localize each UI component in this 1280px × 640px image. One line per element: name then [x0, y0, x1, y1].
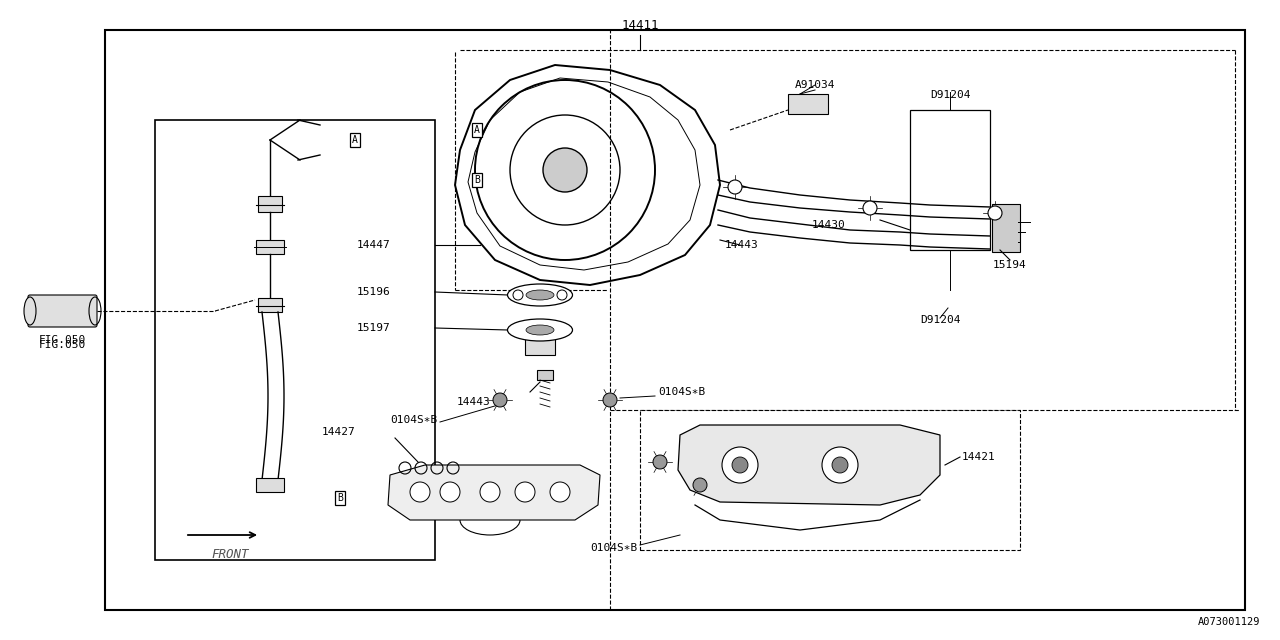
Circle shape: [692, 478, 707, 492]
Circle shape: [732, 457, 748, 473]
Bar: [259, 298, 282, 312]
Text: A073001129: A073001129: [1198, 617, 1260, 627]
Circle shape: [603, 393, 617, 407]
Circle shape: [832, 457, 849, 473]
Text: A: A: [474, 125, 480, 135]
Text: 14447: 14447: [356, 240, 390, 250]
Bar: [799, 94, 805, 112]
Polygon shape: [678, 425, 940, 505]
Text: 14430: 14430: [812, 220, 845, 230]
Text: B: B: [474, 175, 480, 185]
Circle shape: [822, 447, 858, 483]
Bar: [910, 110, 989, 250]
Circle shape: [728, 180, 742, 194]
Circle shape: [540, 370, 550, 380]
Circle shape: [557, 290, 567, 300]
Circle shape: [262, 491, 276, 505]
Text: 14427: 14427: [321, 427, 355, 437]
Circle shape: [493, 393, 507, 407]
FancyBboxPatch shape: [28, 295, 97, 327]
Bar: [790, 94, 796, 112]
Circle shape: [543, 148, 588, 192]
Circle shape: [283, 125, 293, 135]
Bar: [155, 120, 435, 560]
Circle shape: [513, 290, 524, 300]
Text: 14443: 14443: [724, 240, 759, 250]
Text: 15194: 15194: [993, 260, 1027, 270]
Ellipse shape: [507, 284, 572, 306]
Text: FRONT: FRONT: [211, 548, 248, 561]
Circle shape: [283, 145, 293, 155]
Circle shape: [863, 201, 877, 215]
Circle shape: [722, 447, 758, 483]
Circle shape: [410, 482, 430, 502]
Text: 0104S∗B: 0104S∗B: [590, 543, 637, 553]
Text: FIG.050: FIG.050: [38, 335, 86, 345]
Text: A: A: [352, 135, 358, 145]
Text: A91034: A91034: [795, 80, 836, 90]
Bar: [105, 30, 1245, 610]
Bar: [640, 410, 1020, 550]
Ellipse shape: [507, 319, 572, 341]
Text: D91204: D91204: [929, 90, 970, 100]
Circle shape: [550, 482, 570, 502]
Circle shape: [653, 455, 667, 469]
Text: 0104S∗B: 0104S∗B: [658, 387, 705, 397]
Text: 14421: 14421: [963, 452, 996, 462]
Circle shape: [988, 206, 1002, 220]
Text: D91204: D91204: [920, 315, 960, 325]
Circle shape: [440, 482, 460, 502]
Text: FIG.050: FIG.050: [38, 340, 86, 350]
Text: 14411: 14411: [621, 19, 659, 31]
Text: 0104S∗B: 0104S∗B: [390, 415, 438, 425]
Bar: [256, 478, 284, 492]
Ellipse shape: [24, 297, 36, 325]
Ellipse shape: [526, 325, 554, 335]
Circle shape: [515, 482, 535, 502]
Ellipse shape: [526, 290, 554, 300]
Bar: [256, 240, 284, 254]
Bar: [525, 327, 556, 355]
Bar: [992, 204, 1020, 252]
Text: 14443: 14443: [456, 397, 490, 407]
Bar: [788, 94, 828, 114]
Bar: [808, 94, 814, 112]
Circle shape: [480, 482, 500, 502]
Bar: [259, 196, 282, 212]
Text: 15196: 15196: [356, 287, 390, 297]
Polygon shape: [388, 465, 600, 520]
Text: 15197: 15197: [356, 323, 390, 333]
Text: B: B: [337, 493, 343, 503]
Bar: [817, 94, 823, 112]
Bar: [538, 370, 553, 380]
